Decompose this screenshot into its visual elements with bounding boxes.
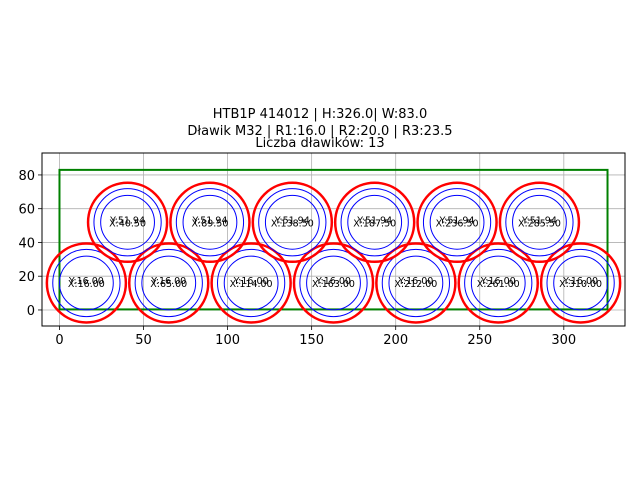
y-tick-label: 0 bbox=[27, 304, 35, 319]
x-tick-label: 150 bbox=[299, 333, 324, 348]
gland-label-y: Y:16.00 bbox=[150, 276, 186, 287]
gland-circle-r2 bbox=[175, 188, 245, 257]
gland-label-y: Y:16.00 bbox=[315, 276, 351, 287]
gland-circle-r3 bbox=[127, 242, 210, 324]
gland-label-y: Y:51.94 bbox=[191, 215, 227, 226]
gland-circle-r3 bbox=[539, 242, 622, 324]
gland-circle-r2 bbox=[258, 188, 327, 257]
y-tick-label: 40 bbox=[18, 236, 35, 251]
gland-circle-r2 bbox=[52, 248, 121, 318]
gland-label-x: X:40.50 bbox=[109, 218, 146, 229]
gland-label-x: X:89.50 bbox=[191, 218, 228, 229]
gland-circle-r1 bbox=[223, 255, 279, 311]
gland-circle-r3 bbox=[251, 181, 334, 264]
gland-label-x: X:261.00 bbox=[477, 279, 520, 290]
gland-label-y: Y:16.00 bbox=[397, 276, 433, 287]
axes-frame bbox=[41, 152, 626, 327]
gland-circle-r2 bbox=[93, 188, 162, 257]
gland-circle-r3 bbox=[375, 242, 457, 324]
gland-label-y: Y:51.94 bbox=[521, 215, 557, 226]
gland-circle-r2 bbox=[464, 248, 533, 318]
gland-label-y: Y:16.00 bbox=[480, 276, 516, 287]
gland-circle-r1 bbox=[100, 194, 155, 250]
x-tick-label: 100 bbox=[215, 333, 240, 348]
y-tick-label: 20 bbox=[18, 270, 35, 285]
gland-circle-r3 bbox=[292, 242, 375, 324]
gland-circle-r2 bbox=[134, 248, 203, 318]
gland-circle-r3 bbox=[498, 181, 581, 264]
gland-label-y: Y:16.00 bbox=[562, 276, 598, 287]
gland-circle-r1 bbox=[429, 194, 485, 250]
gland-circle-r3 bbox=[86, 181, 169, 264]
plot-area: Y:16.00X:16.00 Y:16.00X:65.00 Y:16.00X:114… bbox=[45, 168, 622, 324]
gland-circle-r1 bbox=[388, 255, 444, 311]
gland-circle-r3 bbox=[210, 242, 292, 324]
gland-label-x: X:16.00 bbox=[68, 279, 105, 290]
gland-label-x: X:65.00 bbox=[150, 279, 187, 290]
gland-circle-r3 bbox=[333, 181, 416, 264]
gland-label-y: Y:51.94 bbox=[274, 215, 310, 226]
gland-circle-r1 bbox=[58, 255, 114, 311]
gland-circle-r1 bbox=[512, 194, 567, 250]
x-tick-label: 200 bbox=[383, 333, 408, 348]
y-tick-label: 60 bbox=[18, 203, 35, 218]
gland-label-y: Y:51.94 bbox=[356, 215, 392, 226]
gland-circle-r1 bbox=[306, 255, 361, 311]
x-tick-label: 0 bbox=[55, 333, 63, 348]
gland-label-x: X:285.50 bbox=[518, 218, 561, 229]
gland-circle-r2 bbox=[546, 248, 615, 318]
gland-label-y: Y:16.00 bbox=[233, 276, 269, 287]
gland-circle-r2 bbox=[340, 188, 409, 257]
gland-label-x: X:163.00 bbox=[312, 279, 355, 290]
chart-title-line2: Dławik M32 | R1:16.0 | R2:20.0 | R3:23.5 bbox=[187, 124, 453, 139]
gland-circle-r1 bbox=[470, 255, 526, 311]
gland-circle-r3 bbox=[45, 242, 128, 324]
gland-circle-r2 bbox=[422, 188, 492, 257]
y-tick-label: 80 bbox=[18, 169, 35, 184]
gland-circle-r1 bbox=[347, 194, 403, 250]
x-tick-label: 50 bbox=[135, 333, 152, 348]
gland-circle-r2 bbox=[505, 188, 574, 257]
chart-title-line3: Liczba dławików: 13 bbox=[255, 136, 385, 151]
gland-circle-r1 bbox=[182, 194, 238, 250]
gland-label-y: Y:51.94 bbox=[439, 215, 475, 226]
gland-label-x: X:187.50 bbox=[353, 218, 396, 229]
gland-circle-r2 bbox=[217, 248, 286, 318]
gland-circle-r3 bbox=[416, 181, 498, 264]
x-tick-label: 250 bbox=[467, 333, 492, 348]
gland-circle-r2 bbox=[381, 248, 450, 318]
gland-label-x: X:236.50 bbox=[436, 218, 479, 229]
gland-circle-r3 bbox=[169, 181, 251, 264]
chart-title-line1: HTB1P 414012 | H:326.0| W:83.0 bbox=[212, 107, 428, 122]
gland-label-x: X:310.00 bbox=[559, 279, 602, 290]
gland-circle-r3 bbox=[457, 242, 540, 324]
gland-label-x: X:114.00 bbox=[230, 279, 273, 290]
x-tick-label: 300 bbox=[551, 333, 576, 348]
gland-label-x: X:138.50 bbox=[271, 218, 314, 229]
gland-label-x: X:212.00 bbox=[394, 279, 437, 290]
gland-circle-r1 bbox=[141, 255, 197, 311]
gland-circle-r1 bbox=[553, 255, 609, 311]
gland-label-y: Y:16.00 bbox=[68, 276, 104, 287]
gland-circle-r2 bbox=[299, 248, 368, 318]
gland-label-y: Y:51.94 bbox=[109, 215, 145, 226]
gland-circle-r1 bbox=[264, 194, 320, 250]
